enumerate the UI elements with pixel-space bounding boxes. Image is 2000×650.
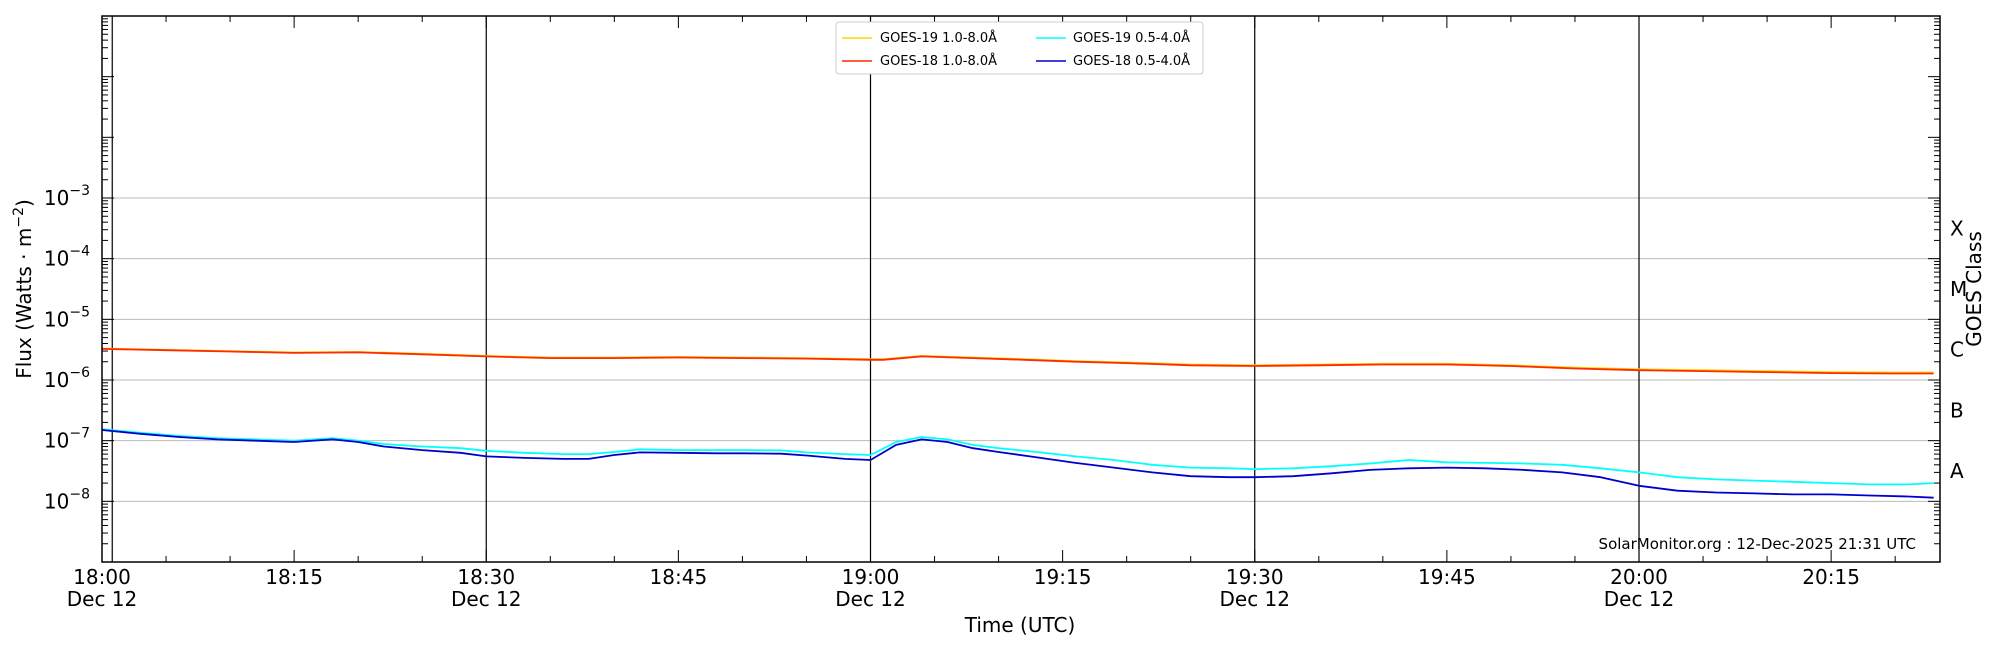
legend-label-goes19-short: GOES-19 0.5-4.0Å: [1073, 30, 1190, 46]
legend-label-goes19-long: GOES-19 1.0-8.0Å: [880, 30, 997, 46]
y-tick-label-base: 10: [44, 247, 69, 271]
series-layer: [101, 347, 1934, 499]
legend-entry-goes18-short: GOES-18 0.5-4.0Å: [1036, 53, 1190, 69]
y-tick-label-exponent: −7: [69, 426, 90, 442]
goes-class-axis-title: GOES Class: [1962, 231, 1986, 347]
y-axis-title-exponent: −2: [11, 207, 27, 228]
goes-class-label: B: [1950, 398, 1964, 422]
series-line-2: [101, 428, 1934, 486]
legend-entry-goes18-long: GOES-18 1.0-8.0Å: [842, 53, 997, 69]
y-tick-label-exponent: −4: [69, 244, 90, 260]
x-tick-label: 19:45: [1418, 565, 1476, 589]
goes-class-label: X: [1950, 216, 1964, 240]
legend: GOES-19 1.0-8.0Å GOES-19 0.5-4.0Å GOES-1…: [835, 21, 1204, 75]
y-tick-label: 10−4: [44, 244, 90, 271]
y-tick-label-exponent: −8: [69, 486, 90, 502]
y-tick-label-base: 10: [44, 429, 69, 453]
y-tick-label: 10−5: [44, 304, 90, 331]
y-axis-title: Flux (Watts · m−2): [11, 199, 36, 379]
x-tick-label: 18:00: [73, 565, 131, 589]
legend-frame: [835, 21, 1204, 75]
y-tick-label-base: 10: [44, 368, 69, 392]
y-tick-label: 10−7: [44, 426, 90, 453]
grid-layer: [102, 16, 1940, 562]
x-tick-sublabel: Dec 12: [835, 587, 906, 611]
tick-layer: [101, 16, 1940, 563]
x-axis-title: Time (UTC): [964, 613, 1076, 637]
y-tick-label: 10−3: [44, 183, 90, 210]
x-tick-label: 18:15: [265, 565, 323, 589]
goes-class-label: C: [1950, 338, 1964, 362]
plot-frame: [101, 15, 1941, 563]
y-tick-label-exponent: −3: [69, 183, 90, 199]
series-line-1: [101, 348, 1934, 375]
goes-class-label: A: [1950, 459, 1964, 483]
y-tick-label: 10−6: [44, 365, 90, 392]
credit-text: SolarMonitor.org : 12-Dec-2025 21:31 UTC: [1599, 535, 1916, 553]
goes-class-label: M: [1950, 277, 1967, 301]
y-tick-label-exponent: −6: [69, 365, 90, 381]
y-tick-label-base: 10: [44, 186, 69, 210]
x-tick-label: 19:30: [1226, 565, 1284, 589]
y-tick-label-base: 10: [44, 489, 69, 513]
legend-entry-goes19-long: GOES-19 1.0-8.0Å: [842, 30, 997, 46]
y-axis-title-prefix: Flux (Watts · m: [12, 228, 36, 379]
y-axis-title-suffix: ): [12, 199, 36, 207]
x-tick-sublabel: Dec 12: [67, 587, 138, 611]
x-tick-label: 19:15: [1034, 565, 1092, 589]
y-tick-label-base: 10: [44, 307, 69, 331]
x-tick-sublabel: Dec 12: [451, 587, 522, 611]
legend-label-goes18-short: GOES-18 0.5-4.0Å: [1073, 53, 1190, 69]
x-tick-sublabel: Dec 12: [1219, 587, 1290, 611]
x-tick-sublabel: Dec 12: [1604, 587, 1675, 611]
x-tick-label: 18:45: [650, 565, 708, 589]
x-tick-label: 19:00: [842, 565, 900, 589]
x-tick-label: 20:00: [1610, 565, 1668, 589]
x-tick-label: 20:15: [1802, 565, 1860, 589]
y-tick-label: 10−8: [44, 486, 90, 513]
y-tick-label-exponent: −5: [69, 304, 90, 320]
series-line-3: [101, 429, 1934, 499]
legend-label-goes18-long: GOES-18 1.0-8.0Å: [880, 53, 997, 69]
x-tick-label: 18:30: [457, 565, 515, 589]
legend-entry-goes19-short: GOES-19 0.5-4.0Å: [1036, 30, 1190, 46]
